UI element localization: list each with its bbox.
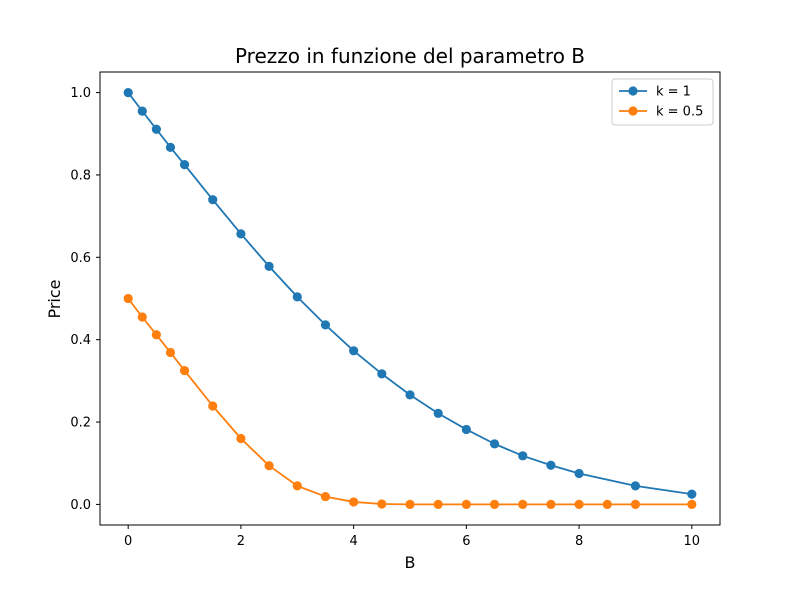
data-point bbox=[518, 499, 528, 510]
data-point bbox=[137, 312, 147, 322]
data-point bbox=[433, 408, 443, 418]
data-point bbox=[236, 229, 246, 239]
data-point bbox=[320, 320, 331, 330]
data-point bbox=[546, 499, 556, 510]
y-tick-label: 0.8 bbox=[70, 168, 91, 183]
legend-label: k = 1 bbox=[656, 85, 691, 100]
data-point bbox=[377, 499, 387, 509]
data-point bbox=[349, 497, 359, 507]
data-point bbox=[518, 451, 528, 461]
data-point bbox=[165, 142, 176, 152]
x-axis: 0 2 4 6 8 10 bbox=[124, 525, 700, 549]
x-tick-label: 10 bbox=[684, 534, 701, 549]
data-point bbox=[137, 106, 147, 116]
series-line bbox=[127, 297, 692, 506]
data-point bbox=[179, 365, 190, 376]
data-point bbox=[236, 433, 246, 444]
plot-area-frame bbox=[99, 71, 721, 526]
data-point bbox=[264, 261, 274, 271]
data-point bbox=[349, 346, 359, 356]
legend-marker bbox=[628, 106, 638, 116]
series-1 bbox=[123, 87, 697, 499]
y-axis: 0.0 0.2 0.4 0.6 0.8 1.0 bbox=[70, 86, 100, 513]
x-tick-label: 4 bbox=[349, 534, 357, 549]
data-point bbox=[165, 347, 176, 358]
data-point bbox=[151, 124, 161, 134]
y-tick-label: 0.0 bbox=[70, 498, 91, 513]
legend-label: k = 0.5 bbox=[656, 105, 703, 120]
data-point bbox=[292, 292, 302, 302]
data-point bbox=[630, 499, 641, 510]
data-point bbox=[630, 481, 641, 491]
data-point bbox=[123, 87, 133, 98]
data-point bbox=[574, 499, 584, 510]
data-point bbox=[461, 499, 471, 510]
x-tick-label: 6 bbox=[462, 534, 470, 549]
data-point bbox=[687, 499, 697, 510]
data-point bbox=[574, 468, 584, 479]
y-axis-label: Price bbox=[45, 279, 64, 318]
x-tick-label: 0 bbox=[124, 534, 132, 549]
data-point bbox=[377, 369, 387, 379]
y-tick-label: 0.4 bbox=[70, 333, 91, 348]
legend: k = 1 k = 0.5 bbox=[611, 78, 714, 126]
legend-marker bbox=[628, 86, 638, 96]
data-point bbox=[151, 330, 161, 340]
data-point bbox=[264, 461, 274, 471]
data-point bbox=[405, 390, 415, 400]
plot-marks bbox=[123, 87, 697, 510]
data-point bbox=[489, 499, 500, 510]
chart-title: Prezzo in funzione del parametro B bbox=[235, 44, 585, 68]
data-point bbox=[123, 293, 133, 304]
x-axis-label: B bbox=[405, 553, 416, 572]
data-point bbox=[320, 491, 331, 502]
data-point bbox=[546, 460, 556, 470]
data-point bbox=[687, 489, 697, 499]
data-point bbox=[208, 401, 218, 411]
series-2 bbox=[123, 293, 697, 510]
data-point bbox=[489, 439, 500, 449]
data-point bbox=[602, 499, 612, 510]
data-point bbox=[405, 499, 415, 510]
legend-item: k = 1 bbox=[619, 85, 691, 100]
data-point bbox=[179, 160, 190, 170]
y-tick-label: 1.0 bbox=[70, 86, 91, 101]
legend-item: k = 0.5 bbox=[619, 105, 703, 120]
data-point bbox=[208, 195, 218, 205]
y-tick-label: 0.6 bbox=[70, 251, 91, 266]
data-point bbox=[461, 424, 471, 435]
x-tick-label: 8 bbox=[575, 534, 583, 549]
series-line bbox=[127, 92, 692, 496]
x-tick-label: 2 bbox=[237, 534, 245, 549]
y-tick-label: 0.2 bbox=[70, 416, 91, 431]
data-point bbox=[292, 481, 302, 491]
data-point bbox=[433, 499, 443, 510]
